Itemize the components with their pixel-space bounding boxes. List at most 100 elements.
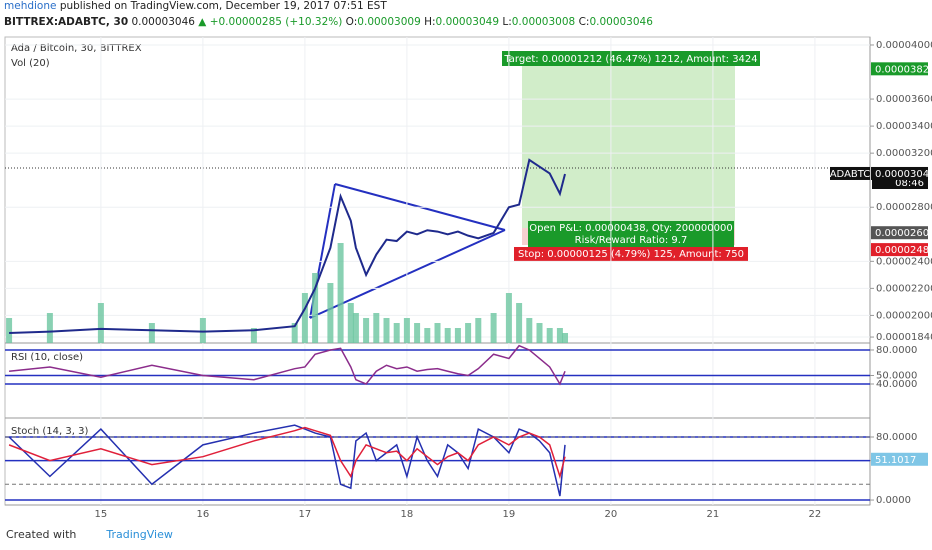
y-tick-label: 40.0000 xyxy=(876,379,917,390)
volume-title: Vol (20) xyxy=(11,58,50,69)
volume-bar xyxy=(291,323,298,343)
price-tag-box xyxy=(871,452,928,466)
volume-bar xyxy=(373,313,380,343)
publish-line: mehdione published on TradingView.com, D… xyxy=(4,0,387,12)
y-tick-label: 80.0000 xyxy=(876,432,917,443)
y-tick-label: 0.00002200 xyxy=(876,283,932,294)
series-line xyxy=(9,344,566,386)
chart: Target: 0.00001212 (46.47%) 1212, Amount… xyxy=(4,36,932,520)
volume-bar xyxy=(347,303,354,343)
volume-bar xyxy=(352,313,359,343)
volume-bar xyxy=(556,328,563,343)
price-tag-box xyxy=(871,62,928,76)
volume-bar xyxy=(424,328,431,343)
volume-bar xyxy=(454,328,461,343)
volume-bar xyxy=(562,333,569,343)
volume-bar xyxy=(301,293,308,343)
price-tag: 0.00002608 xyxy=(875,228,932,239)
x-tick-label: 21 xyxy=(707,509,720,520)
volume-bar xyxy=(465,323,472,343)
brand[interactable]: TradingView xyxy=(106,528,173,541)
x-tick-label: 22 xyxy=(809,509,822,520)
y-tick-label: 0.0000 xyxy=(876,495,911,506)
y-tick-label: 80.0000 xyxy=(876,345,917,356)
volume-bar xyxy=(312,273,319,343)
volume-bar xyxy=(363,318,370,343)
change: ▲ +0.00000285 (+10.32%) xyxy=(198,16,343,28)
volume-bar xyxy=(546,328,553,343)
close: 0.00003046 xyxy=(589,16,653,28)
price-tag: 51.1017 xyxy=(875,455,916,466)
symbol-tag-box xyxy=(830,166,870,180)
volume-bar xyxy=(536,323,543,343)
target-label: Target: 0.00001212 (46.47%) 1212, Amount… xyxy=(503,54,757,65)
main-title: Ada / Bitcoin, 30, BITTREX xyxy=(11,43,142,54)
y-tick-label: 0.00004000 xyxy=(876,40,932,51)
x-tick-label: 19 xyxy=(503,509,516,520)
footer: Created with TradingView xyxy=(6,528,173,541)
x-tick-label: 16 xyxy=(197,509,210,520)
price-tag-box xyxy=(871,226,928,240)
author[interactable]: mehdione xyxy=(4,0,57,12)
quote-line: BITTREX:ADABTC, 30 0.00003046 ▲ +0.00000… xyxy=(4,16,653,28)
last: 0.00003046 xyxy=(131,16,195,28)
l-label: L: xyxy=(502,16,512,28)
volume-bar xyxy=(337,243,344,343)
open-pl: Open P&L: 0.00000438, Qty: 200000000 xyxy=(529,223,732,234)
target-box xyxy=(502,51,760,66)
volume-bar xyxy=(526,318,533,343)
volume-bar xyxy=(414,323,421,343)
price-tag: 0.00003820 xyxy=(875,64,932,75)
y-tick-label: 0.00003400 xyxy=(876,121,932,132)
volume-bar xyxy=(444,328,451,343)
stop-label: Stop: 0.00000125 (4.79%) 125, Amount: 75… xyxy=(518,249,744,260)
risk-reward: Risk/Reward Ratio: 9.7 xyxy=(575,235,688,246)
countdown: 08:46 xyxy=(895,178,924,189)
volume-bar xyxy=(148,323,155,343)
x-tick-label: 18 xyxy=(401,509,414,520)
y-tick-label: 50.0000 xyxy=(876,370,917,381)
volume-bar xyxy=(97,303,104,343)
volume-bar xyxy=(199,318,206,343)
y-tick-label: 0.00003600 xyxy=(876,94,932,105)
volume-bar xyxy=(383,318,390,343)
price-tag-box xyxy=(871,243,928,257)
x-tick-label: 17 xyxy=(299,509,312,520)
volume-bar xyxy=(505,293,512,343)
o-label: O: xyxy=(345,16,358,28)
price-tag: 0.00002483 xyxy=(875,245,932,256)
stoch-title: Stoch (14, 3, 3) xyxy=(11,426,88,437)
volume-bar xyxy=(516,303,523,343)
volume-bar xyxy=(6,318,13,343)
volume-bar xyxy=(434,323,441,343)
target-zone xyxy=(522,60,735,228)
price-tag: 0.00003046 xyxy=(875,169,932,180)
y-tick-label: 0.00003200 xyxy=(876,148,932,159)
volume-bar xyxy=(327,283,334,343)
y-tick-label: 0.00002400 xyxy=(876,256,932,267)
y-tick-label: 0.00002000 xyxy=(876,310,932,321)
volume-bar xyxy=(490,313,497,343)
volume-bar xyxy=(403,318,410,343)
low: 0.00003008 xyxy=(511,16,576,28)
open: 0.00003009 xyxy=(357,16,421,28)
x-tick-label: 15 xyxy=(95,509,108,520)
y-tick-label: 0.00001840 xyxy=(876,332,932,343)
rsi-title: RSI (10, close) xyxy=(11,352,83,363)
high: 0.00003049 xyxy=(435,16,500,28)
series-line xyxy=(8,424,566,497)
pl-box xyxy=(528,221,734,247)
symbol: BITTREX:ADABTC, 30 xyxy=(4,16,129,28)
volume-bar xyxy=(475,318,482,343)
series-line xyxy=(9,158,566,334)
y-tick-label: 0.00002800 xyxy=(876,202,932,213)
series-line xyxy=(8,426,566,480)
price-tag-box xyxy=(871,166,928,180)
created-with: Created with xyxy=(6,528,77,541)
volume-bar xyxy=(393,323,400,343)
x-tick-label: 20 xyxy=(605,509,618,520)
stop-box xyxy=(514,247,748,261)
publish-info: published on TradingView.com, December 1… xyxy=(59,0,387,12)
symbol-tag: ADABTC xyxy=(830,169,871,180)
